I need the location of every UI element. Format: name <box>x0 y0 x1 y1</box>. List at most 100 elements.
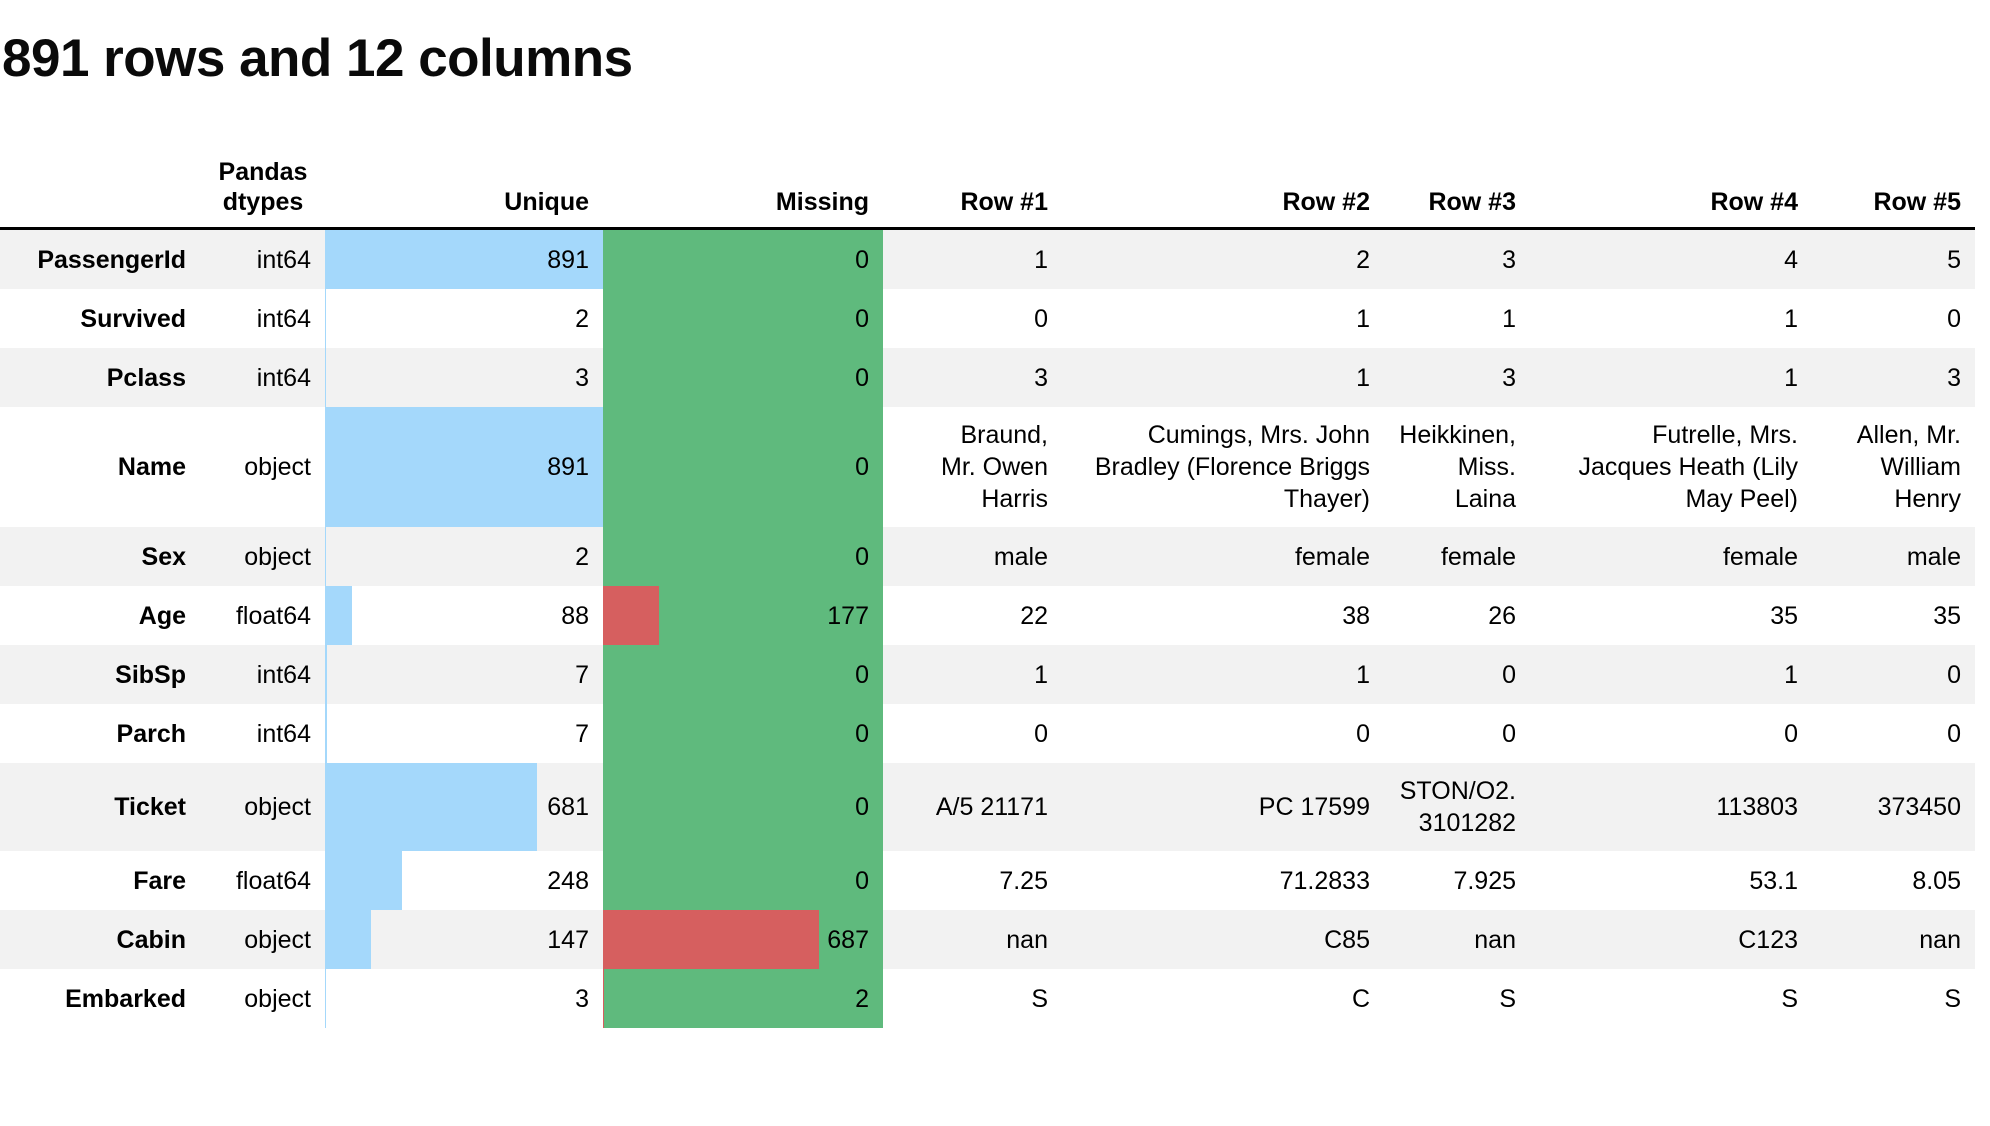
missing-value: 0 <box>855 453 869 482</box>
sample-value: C85 <box>1324 925 1370 954</box>
unique-value: 2 <box>575 304 589 333</box>
sample-value: nan <box>1006 925 1048 954</box>
dtype-cell: int64 <box>256 660 311 689</box>
unique-cell: 681 <box>325 763 603 852</box>
missing-value: 0 <box>855 542 869 571</box>
sample-value: male <box>993 542 1048 571</box>
unique-cell: 7 <box>325 704 603 764</box>
sample-value: S <box>1781 984 1798 1013</box>
table-row-sex: Sex object 2 0 male female female female… <box>0 527 1975 587</box>
missing-value: 687 <box>827 925 869 954</box>
sample-value: 71.2833 <box>1279 866 1370 895</box>
sample-value: 1 <box>1034 245 1048 274</box>
unique-bar <box>325 704 328 764</box>
unique-value: 3 <box>575 363 589 392</box>
sample-value: 7.925 <box>1453 866 1516 895</box>
unique-value: 7 <box>575 719 589 748</box>
dtype-cell: int64 <box>256 363 311 392</box>
table-row-embarked: Embarked object 3 2 S C S S S <box>0 969 1975 1029</box>
sample-value: 1 <box>1356 363 1370 392</box>
table-row-passengerid: PassengerId int64 891 0 1 2 3 4 5 <box>0 230 1975 290</box>
sample-value: 0 <box>1034 719 1048 748</box>
dtype-cell: object <box>244 453 311 482</box>
missing-value: 0 <box>855 363 869 392</box>
row-label: Name <box>117 453 186 482</box>
header-row3: Row #3 <box>1428 188 1516 217</box>
table-row-parch: Parch int64 7 0 0 0 0 0 0 <box>0 704 1975 764</box>
table-header-row: Pandas dtypes Unique Missing Row #1 Row … <box>0 129 1975 231</box>
sample-value: 3 <box>1034 363 1048 392</box>
table-row-pclass: Pclass int64 3 0 3 1 3 1 3 <box>0 348 1975 408</box>
sample-value: 26 <box>1488 601 1516 630</box>
missing-cell: 0 <box>603 527 883 587</box>
unique-cell: 147 <box>325 910 603 970</box>
missing-bar <box>603 586 659 646</box>
sample-value: nan <box>1474 925 1516 954</box>
summary-table: Pandas dtypes Unique Missing Row #1 Row … <box>0 129 1975 1029</box>
dtype-cell: float64 <box>235 866 311 895</box>
missing-cell: 0 <box>603 230 883 290</box>
header-row4: Row #4 <box>1710 188 1798 217</box>
row-label: Parch <box>116 719 186 748</box>
sample-value: 38 <box>1342 601 1370 630</box>
sample-value: 0 <box>1947 660 1961 689</box>
missing-cell: 0 <box>603 407 883 528</box>
sample-value: 1 <box>1784 660 1798 689</box>
sample-value: 113803 <box>1716 793 1798 822</box>
page-title: 891 rows and 12 columns <box>2 29 633 88</box>
sample-value: female <box>1722 542 1798 571</box>
sample-value: nan <box>1919 925 1961 954</box>
sample-value: STON/O2. 3101282 <box>1399 777 1516 838</box>
table-body: PassengerId int64 891 0 1 2 3 4 5 Surviv… <box>0 230 1975 1029</box>
unique-bar <box>325 407 603 528</box>
sample-value: 0 <box>1034 304 1048 333</box>
sample-value: 0 <box>1947 304 1961 333</box>
dtype-cell: int64 <box>256 719 311 748</box>
missing-bar <box>603 969 604 1029</box>
sample-value: 0 <box>1784 719 1798 748</box>
dataframe-summary-page: 891 rows and 12 columns Pandas dtypes Un… <box>0 30 1990 1126</box>
missing-value: 2 <box>855 984 869 1013</box>
missing-value: 0 <box>855 866 869 895</box>
header-row5: Row #5 <box>1873 188 1961 217</box>
unique-value: 88 <box>561 601 589 630</box>
sample-value: 1 <box>1356 304 1370 333</box>
row-label: Pclass <box>106 363 186 392</box>
sample-value: 4 <box>1784 245 1798 274</box>
row-label: Ticket <box>114 793 186 822</box>
row-label: PassengerId <box>37 245 186 274</box>
missing-cell: 177 <box>603 586 883 646</box>
unique-bar <box>325 527 326 587</box>
sample-value: 35 <box>1933 601 1961 630</box>
unique-cell: 891 <box>325 407 603 528</box>
missing-cell: 0 <box>603 348 883 408</box>
unique-bar <box>325 348 326 408</box>
dtype-cell: int64 <box>256 245 311 274</box>
row-label: Survived <box>80 304 186 333</box>
sample-value: PC 17599 <box>1258 793 1370 822</box>
unique-value: 7 <box>575 660 589 689</box>
missing-value: 0 <box>855 660 869 689</box>
header-unique: Unique <box>504 188 589 217</box>
unique-cell: 3 <box>325 969 603 1029</box>
table-row-cabin: Cabin object 147 687 nan C85 nan C123 na… <box>0 910 1975 970</box>
dtype-cell: float64 <box>235 601 311 630</box>
missing-value: 0 <box>855 793 869 822</box>
unique-bar <box>325 230 603 290</box>
sample-value: Futrelle, Mrs. Jacques Heath (Lily May P… <box>1578 421 1798 514</box>
missing-cell: 0 <box>603 704 883 764</box>
missing-value: 0 <box>855 719 869 748</box>
unique-bar <box>325 910 371 970</box>
sample-value: 53.1 <box>1749 866 1798 895</box>
table-row-sibsp: SibSp int64 7 0 1 1 0 1 0 <box>0 645 1975 705</box>
unique-value: 3 <box>575 984 589 1013</box>
sample-value: S <box>1031 984 1048 1013</box>
sample-value: 3 <box>1502 363 1516 392</box>
unique-bar <box>325 763 538 852</box>
sample-value: C <box>1351 984 1370 1013</box>
sample-value: female <box>1440 542 1516 571</box>
unique-value: 147 <box>547 925 589 954</box>
sample-value: C123 <box>1738 925 1798 954</box>
unique-cell: 7 <box>325 645 603 705</box>
row-label: Fare <box>133 866 186 895</box>
